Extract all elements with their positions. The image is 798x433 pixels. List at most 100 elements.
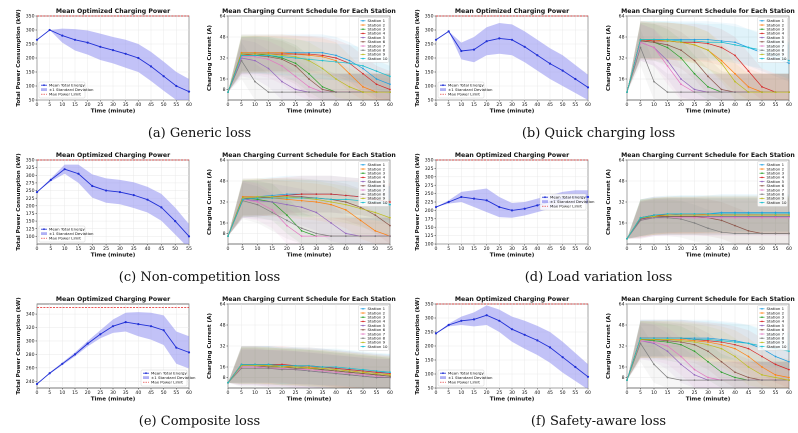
panel-e-current-point bbox=[267, 363, 270, 366]
panel-b-current-point bbox=[707, 75, 709, 78]
panel-f-current-point bbox=[639, 342, 642, 345]
panel-b-current-x-tick-label: 35 bbox=[719, 102, 725, 108]
panel-b-current-point bbox=[747, 91, 750, 93]
panel-b-current-point bbox=[693, 40, 696, 42]
panel-c-current-band bbox=[228, 178, 390, 244]
panel-a-current-point bbox=[254, 51, 256, 54]
panel-a-current-point bbox=[389, 83, 391, 86]
panel-f-current-point bbox=[761, 374, 763, 376]
panel-a-current-x-tick-label: 15 bbox=[266, 102, 272, 108]
panel-e-current-point bbox=[240, 363, 243, 366]
panel-f-current-point bbox=[774, 355, 777, 358]
panel-e-power-mean-point bbox=[86, 342, 89, 345]
panel-e-current-legend-label: Station 7 bbox=[368, 331, 386, 336]
panel-a-power-mean-point bbox=[48, 28, 51, 32]
panel-e-power-y-tick-label: 340 bbox=[26, 312, 35, 318]
panel-e-current-point bbox=[321, 371, 324, 374]
panel-a-current-legend-label: Station 4 bbox=[368, 31, 386, 36]
panel-a-power-y-tick-label: 200 bbox=[26, 56, 35, 62]
panel-d-power-y-tick-label: 125 bbox=[425, 233, 434, 239]
panel-e-current-point bbox=[227, 381, 229, 384]
panel-a-power-legend-box bbox=[38, 81, 86, 99]
panel-f-current-legend-label: Station 9 bbox=[767, 340, 785, 345]
panel-c-power-x-tick-label: 35 bbox=[131, 246, 137, 252]
panel-c-power-y-tick-label: 175 bbox=[26, 211, 35, 217]
panel-c-legend-mean-marker bbox=[43, 228, 45, 231]
panel-c-current-x-tick-label: 30 bbox=[313, 246, 319, 252]
panel-a-current-point bbox=[254, 55, 256, 58]
panel-e-current-legend-marker bbox=[362, 316, 364, 318]
panel-e-current-point bbox=[254, 367, 256, 370]
panel-e-current-point bbox=[375, 375, 378, 378]
panel-e-current-point bbox=[308, 367, 310, 370]
panel-f-current-legend-marker bbox=[761, 324, 763, 327]
panel-b-current-band bbox=[627, 22, 789, 100]
panel-c-power-y-tick-label: 150 bbox=[26, 219, 35, 225]
panel-c-current-point bbox=[344, 209, 347, 211]
panel-d-current-point bbox=[653, 216, 655, 219]
panel-c-current-legend-marker bbox=[362, 197, 364, 200]
panel-e-current-title: Mean Charging Current Schedule for Each … bbox=[222, 296, 396, 303]
panel-b-current-band bbox=[627, 23, 789, 100]
panel-c-current-y-tick-label: 64 bbox=[220, 158, 226, 164]
panel-e-power-x-tick-label: 15 bbox=[72, 390, 78, 396]
panel-a-current-y-tick-label: 48 bbox=[220, 35, 226, 41]
panel-a-current-y-tick-label: 16 bbox=[220, 77, 226, 83]
panel-c-current-y-tick-label: 32 bbox=[220, 200, 226, 206]
panel-c-power-mean-point bbox=[77, 172, 80, 175]
panel-a-current-legend-label: Station 3 bbox=[368, 27, 386, 32]
panel-e-current-legend-marker bbox=[362, 341, 364, 344]
panel-d-current-point bbox=[747, 230, 750, 232]
panel-f-power-x-tick-label: 50 bbox=[560, 390, 566, 396]
panel-c-power-mean-point bbox=[132, 194, 135, 197]
panel-b-current-point bbox=[761, 86, 763, 88]
panel-a-current-point bbox=[294, 62, 297, 65]
panel-e-current-point bbox=[375, 372, 378, 375]
panel-f-current-y-tick-label: 48 bbox=[619, 323, 625, 329]
panel-d-current-point bbox=[720, 215, 723, 218]
panel-d-current-legend-marker bbox=[761, 185, 763, 187]
panel-b-current-legend-marker bbox=[761, 20, 763, 22]
panel-f-power-mean-point bbox=[472, 318, 476, 321]
panel-e-current-point bbox=[335, 371, 337, 374]
panel-b-current-point bbox=[788, 91, 790, 93]
panel-f-power-x-tick-label: 40 bbox=[534, 390, 540, 396]
panel-d-power-mean-point bbox=[510, 209, 514, 212]
panel-b-power-chart: 0 5 10 15 20 25 30 35 40 45 50 55 60 50 100 150 200 250 30… bbox=[415, 8, 591, 115]
panel-f-current-point bbox=[734, 343, 736, 346]
panel-a-current-point bbox=[321, 67, 324, 70]
panel-a-current-point bbox=[281, 80, 283, 83]
panel-e-current-point bbox=[321, 368, 324, 371]
panel-c-current-legend-marker bbox=[362, 164, 364, 166]
panel-a-current-point bbox=[294, 75, 297, 78]
panel-e-power-mean-point bbox=[73, 353, 77, 356]
panel-a-svg: 0 5 10 15 20 25 30 35 40 45 50 55 605010015020025030… bbox=[16, 8, 396, 115]
panel-c-current-point bbox=[286, 203, 288, 206]
panel-b-current-point bbox=[707, 41, 709, 44]
panel-c-current-point bbox=[256, 198, 259, 201]
panel-d-current-point bbox=[747, 215, 750, 218]
panel-b-current-point bbox=[639, 46, 642, 49]
panel-b-power-y-tick-label: 150 bbox=[425, 70, 434, 76]
panel-d-current-point bbox=[747, 211, 750, 214]
panel-c-current-point bbox=[389, 203, 391, 206]
panel-c-power-x-tick-label: 15 bbox=[76, 246, 82, 252]
panel-d-current-y-tick-label: 16 bbox=[619, 221, 625, 227]
panel-d-current-point bbox=[693, 215, 696, 218]
panel-c-current-legend-label: Station 6 bbox=[368, 183, 386, 188]
panel-f-current-point bbox=[734, 371, 736, 374]
panel-c-power-x-tick-label: 5 bbox=[49, 246, 52, 252]
panel-b-power-x-tick-label: 15 bbox=[471, 102, 477, 108]
panel-a-current-y-tick-label: 64 bbox=[220, 14, 226, 20]
panel-d-current-point bbox=[774, 232, 777, 235]
panel-d-current-y-tick-label: 48 bbox=[619, 179, 625, 185]
panel-e-current-point bbox=[281, 368, 283, 371]
panel-e-current-x-tick-label: 60 bbox=[387, 390, 393, 396]
panel-f-current-point bbox=[666, 341, 669, 343]
panel-d-current-ylabel: Charging Current (A) bbox=[606, 169, 612, 235]
panel-e-current-y-tick-label: 48 bbox=[220, 323, 226, 329]
panel-b-power-y-tick-label: 300 bbox=[425, 28, 434, 34]
panel-f-power-x-tick-label: 20 bbox=[484, 390, 490, 396]
panel-f-power-y-tick-label: 350 bbox=[425, 302, 434, 308]
